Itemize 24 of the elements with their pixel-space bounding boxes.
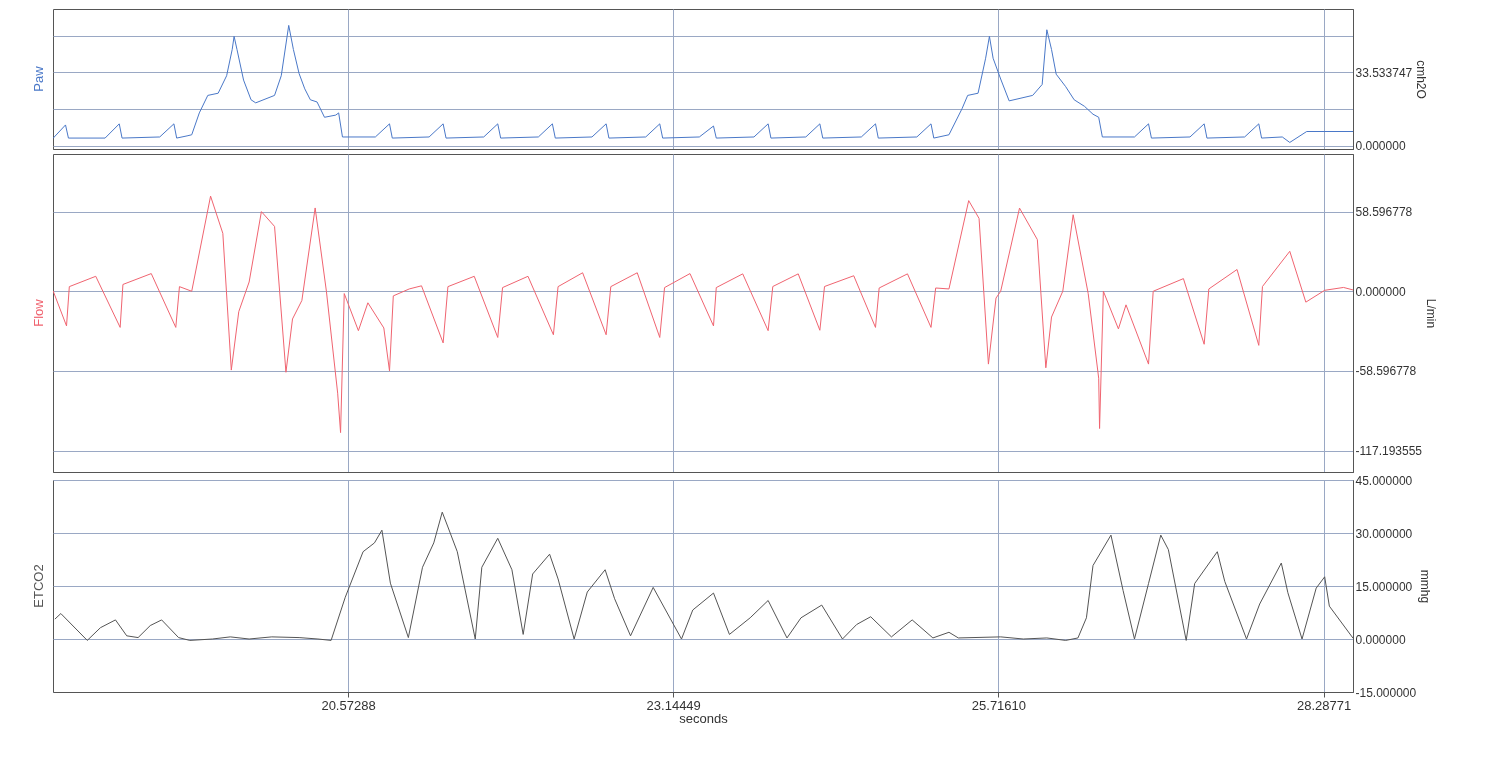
y-axis-title: L/min [1424,298,1438,329]
x-axis-title: seconds [679,710,729,726]
x-tick-label: 23.14449 [646,697,701,713]
y-tick-label: -117.193555 [1355,444,1423,459]
y-tick-label: 45.000000 [1355,473,1413,488]
x-tick-label: 28.28771 [1297,697,1352,713]
y-tick-label: 0.000000 [1355,632,1406,647]
y-tick-label: -58.596778 [1355,364,1417,379]
y-tick-label: 0.000000 [1355,139,1406,154]
y-tick-label: 58.596778 [1355,205,1413,220]
y-tick-label: 15.000000 [1355,579,1413,594]
y-tick-label: 30.000000 [1355,526,1413,541]
y-tick-label: 0.000000 [1355,284,1406,299]
line-series [53,195,1353,434]
x-tick-label: 25.71610 [971,697,1027,713]
text: Flow [31,298,46,327]
y-tick-label: 33.533747 [1355,65,1413,80]
y-tick-label: -15.000000 [1355,685,1417,700]
text: Paw [31,65,46,92]
y-axis-title: cmh2O [1414,60,1429,99]
y-axis-title: mmhg [1418,569,1433,604]
text: ETCO2 [31,564,46,608]
x-tick-label: 20.57288 [321,697,376,713]
line-series [53,24,1353,143]
